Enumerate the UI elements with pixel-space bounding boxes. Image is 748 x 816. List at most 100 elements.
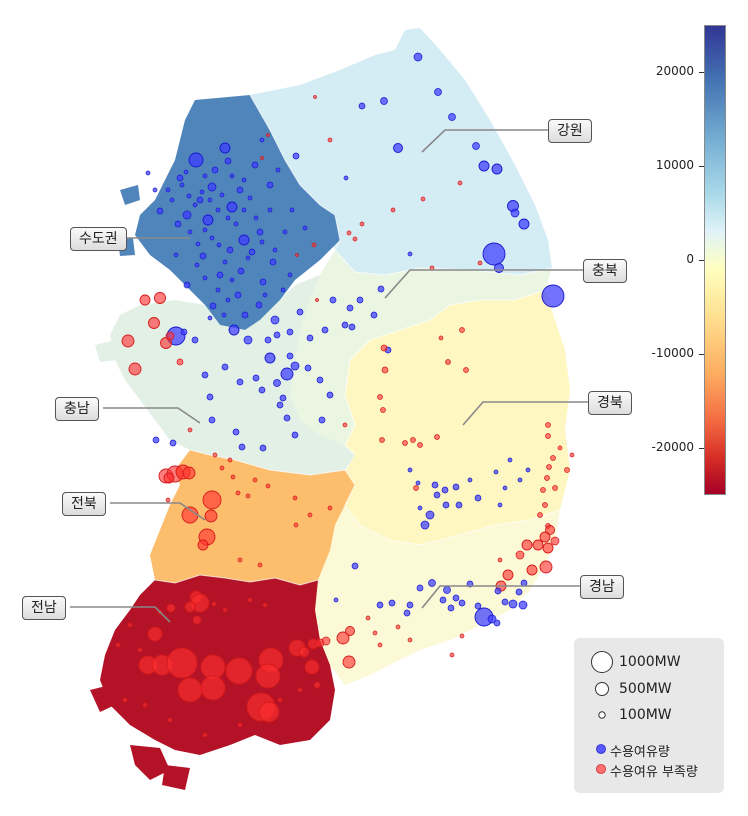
substation-dot-shortage[interactable] [295, 253, 299, 257]
substation-dot-surplus[interactable] [202, 275, 208, 281]
substation-dot-shortage[interactable] [550, 455, 556, 461]
substation-dot-surplus[interactable] [304, 364, 312, 372]
substation-dot-surplus[interactable] [236, 186, 244, 194]
substation-dot-surplus[interactable] [165, 187, 171, 193]
substation-dot-shortage[interactable] [457, 180, 463, 186]
substation-dot-surplus[interactable] [452, 594, 460, 602]
substation-dot-surplus[interactable] [272, 247, 278, 253]
substation-dot-surplus[interactable] [183, 169, 189, 175]
substation-dot-shortage[interactable] [359, 221, 365, 227]
substation-dot-shortage[interactable] [200, 654, 226, 680]
substation-dot-shortage[interactable] [277, 697, 283, 703]
substation-dot-surplus[interactable] [321, 326, 329, 334]
substation-dot-shortage[interactable] [327, 505, 333, 511]
substation-dot-shortage[interactable] [420, 196, 426, 202]
substation-dot-surplus[interactable] [478, 160, 490, 172]
substation-dot-surplus[interactable] [455, 501, 463, 509]
substation-dot-shortage[interactable] [212, 452, 218, 458]
substation-dot-surplus[interactable] [156, 207, 164, 215]
substation-dot-shortage[interactable] [544, 475, 550, 481]
substation-dot-surplus[interactable] [259, 278, 267, 286]
substation-dot-surplus[interactable] [215, 207, 221, 213]
substation-dot-surplus[interactable] [173, 252, 179, 258]
substation-dot-shortage[interactable] [204, 509, 218, 523]
substation-dot-surplus[interactable] [306, 334, 314, 342]
substation-dot-shortage[interactable] [438, 335, 444, 341]
substation-dot-shortage[interactable] [379, 437, 385, 443]
substation-dot-surplus[interactable] [241, 207, 247, 213]
substation-dot-shortage[interactable] [546, 464, 552, 470]
substation-dot-shortage[interactable] [381, 366, 389, 374]
substation-dot-surplus[interactable] [348, 323, 356, 331]
region-sudogwon[interactable] [135, 95, 340, 330]
substation-dot-shortage[interactable] [230, 474, 236, 480]
substation-dot-shortage[interactable] [327, 137, 333, 143]
substation-dot-surplus[interactable] [169, 439, 177, 447]
substation-dot-surplus[interactable] [199, 252, 207, 260]
substation-dot-shortage[interactable] [342, 655, 356, 669]
substation-dot-surplus[interactable] [493, 469, 499, 475]
substation-dot-surplus[interactable] [241, 311, 249, 319]
substation-dot-surplus[interactable] [302, 225, 308, 231]
substation-dot-surplus[interactable] [329, 296, 337, 304]
substation-dot-surplus[interactable] [273, 331, 281, 339]
substation-dot-surplus[interactable] [224, 157, 232, 165]
substation-dot-surplus[interactable] [253, 215, 259, 221]
substation-dot-surplus[interactable] [207, 182, 217, 192]
substation-dot-surplus[interactable] [187, 229, 193, 235]
substation-dot-shortage[interactable] [165, 331, 175, 341]
substation-dot-shortage[interactable] [497, 557, 503, 563]
substation-dot-surplus[interactable] [316, 376, 324, 384]
substation-dot-shortage[interactable] [211, 601, 217, 607]
substation-dot-shortage[interactable] [380, 407, 386, 413]
substation-dot-shortage[interactable] [147, 626, 163, 642]
substation-dot-shortage[interactable] [564, 467, 570, 473]
substation-dot-surplus[interactable] [497, 502, 503, 508]
substation-dot-surplus[interactable] [270, 315, 280, 325]
substation-dot-shortage[interactable] [313, 681, 321, 689]
substation-dot-shortage[interactable] [410, 437, 416, 443]
substation-dot-surplus[interactable] [290, 361, 300, 371]
substation-dot-shortage[interactable] [502, 569, 514, 581]
substation-dot-surplus[interactable] [238, 234, 250, 246]
substation-dot-surplus[interactable] [518, 600, 528, 610]
substation-dot-surplus[interactable] [358, 102, 366, 110]
substation-dot-shortage[interactable] [542, 502, 548, 508]
substation-dot-surplus[interactable] [209, 302, 217, 310]
substation-dot-surplus[interactable] [195, 241, 201, 247]
substation-dot-shortage[interactable] [139, 294, 151, 306]
substation-dot-shortage[interactable] [346, 230, 352, 236]
region-chungnam[interactable] [110, 275, 355, 475]
substation-dot-shortage[interactable] [262, 602, 268, 608]
substation-dot-shortage[interactable] [245, 493, 251, 499]
substation-dot-surplus[interactable] [442, 501, 450, 509]
substation-dot-surplus[interactable] [343, 175, 349, 181]
substation-dot-shortage[interactable] [257, 562, 263, 568]
substation-dot-shortage[interactable] [265, 483, 271, 489]
substation-dot-surplus[interactable] [186, 193, 192, 199]
substation-dot-shortage[interactable] [237, 557, 243, 563]
substation-dot-surplus[interactable] [215, 287, 221, 293]
substation-dot-surplus[interactable] [229, 277, 235, 283]
substation-dot-surplus[interactable] [206, 393, 214, 401]
substation-dot-shortage[interactable] [445, 359, 451, 365]
substation-dot-shortage[interactable] [165, 497, 171, 503]
substation-dot-shortage[interactable] [182, 466, 196, 480]
substation-dot-shortage[interactable] [545, 433, 551, 439]
substation-dot-surplus[interactable] [279, 394, 287, 402]
substation-dot-surplus[interactable] [525, 467, 531, 473]
substation-dot-surplus[interactable] [280, 287, 286, 293]
substation-dot-shortage[interactable] [377, 642, 383, 648]
substation-dot-shortage[interactable] [477, 260, 483, 266]
substation-dot-surplus[interactable] [356, 296, 364, 304]
substation-dot-shortage[interactable] [311, 242, 317, 248]
substation-dot-surplus[interactable] [370, 311, 378, 319]
substation-dot-surplus[interactable] [472, 142, 480, 150]
substation-dot-shortage[interactable] [532, 539, 544, 551]
substation-dot-surplus[interactable] [474, 494, 482, 502]
substation-dot-surplus[interactable] [169, 197, 175, 203]
substation-dot-shortage[interactable] [255, 663, 281, 689]
substation-dot-surplus[interactable] [179, 182, 185, 188]
substation-dot-shortage[interactable] [417, 442, 423, 448]
substation-dot-surplus[interactable] [266, 181, 274, 189]
